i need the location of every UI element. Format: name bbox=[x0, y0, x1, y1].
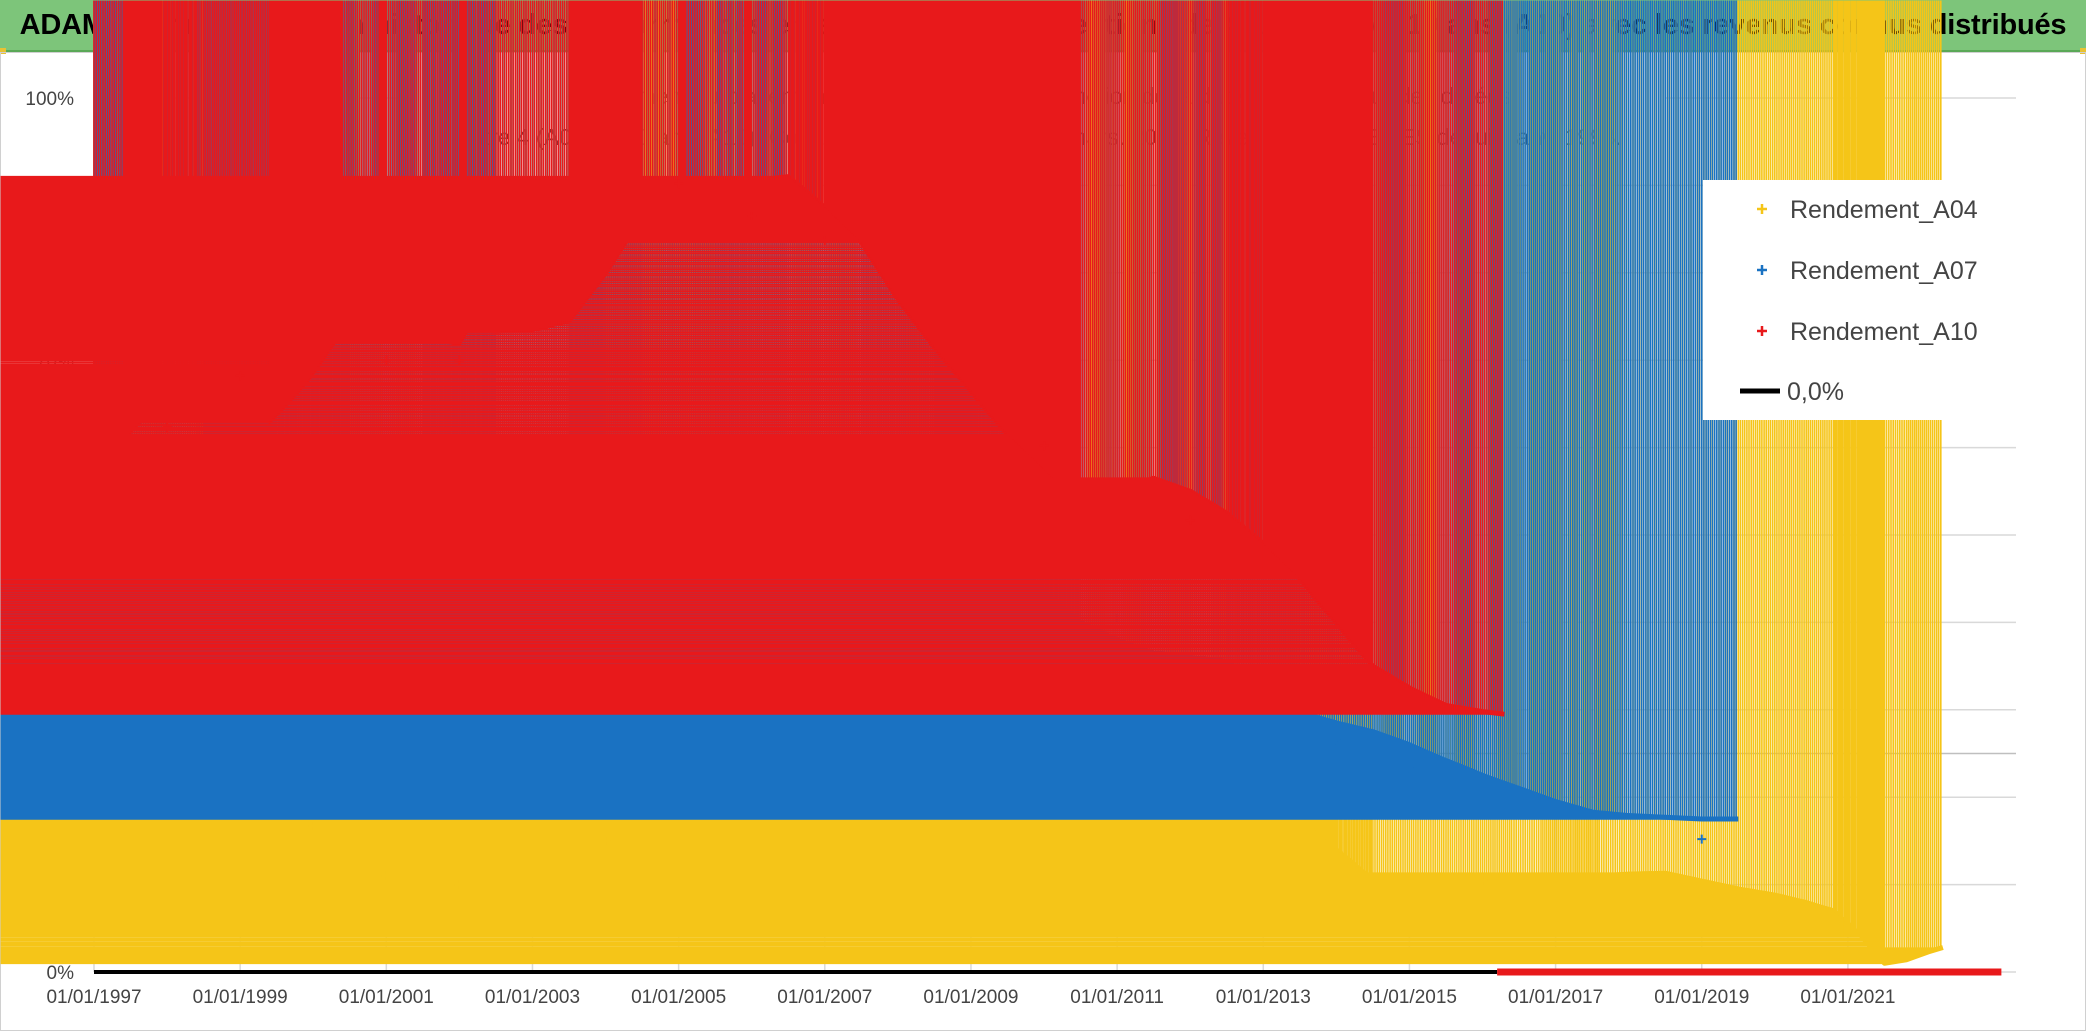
x-tick-label: 01/01/2019 bbox=[1654, 987, 1749, 1008]
x-tick-label: 01/01/2011 bbox=[1070, 987, 1164, 1008]
outlier-point bbox=[454, 880, 464, 890]
legend-marker bbox=[1757, 204, 1767, 214]
x-tick-label: 01/01/2001 bbox=[339, 987, 434, 1008]
outlier-point bbox=[235, 371, 245, 381]
legend-label: 0,0% bbox=[1787, 378, 1844, 406]
legend-label: Rendement_A04 bbox=[1790, 196, 1978, 224]
series-markers bbox=[0, 0, 1503, 715]
outlier-point bbox=[381, 871, 391, 881]
x-tick-labels: 01/01/1997 01/01/1999 01/01/2001 01/01/2003… bbox=[46, 987, 1895, 1008]
legend-background bbox=[1703, 180, 2019, 420]
outlier-point bbox=[162, 422, 172, 432]
outlier-point bbox=[454, 355, 464, 365]
legend-label: Rendement_A07 bbox=[1790, 257, 1978, 285]
x-tick-label: 01/01/2013 bbox=[1216, 987, 1311, 1008]
y-tick-label: 0% bbox=[47, 963, 75, 984]
legend-label: Rendement_A10 bbox=[1790, 318, 1978, 346]
series-layer bbox=[0, 0, 2002, 976]
outlier-point bbox=[747, 211, 757, 221]
legend: Rendement_A04 Rendement_A07 Rendement_A10 0… bbox=[1703, 180, 2019, 420]
x-tick-label: 01/01/2015 bbox=[1362, 987, 1457, 1008]
outlier-point bbox=[674, 179, 684, 189]
y-tick-label: 100% bbox=[25, 89, 74, 110]
legend-marker bbox=[1757, 265, 1767, 275]
header-corner-left bbox=[0, 48, 6, 54]
outlier-point bbox=[601, 836, 611, 846]
x-tick-label: 01/01/2021 bbox=[1800, 987, 1895, 1008]
series-Rendement_A10 bbox=[0, 0, 2002, 976]
x-tick-label: 01/01/2005 bbox=[631, 987, 726, 1008]
outlier-point bbox=[1697, 834, 1707, 844]
x-tick-label: 01/01/2017 bbox=[1508, 987, 1603, 1008]
outlier-point bbox=[1039, 441, 1049, 451]
outlier-point bbox=[381, 355, 391, 365]
x-tick-label: 01/01/2009 bbox=[923, 987, 1018, 1008]
legend-marker bbox=[1757, 326, 1767, 336]
outlier-point bbox=[1478, 875, 1488, 885]
x-tick-label: 01/01/2007 bbox=[777, 987, 872, 1008]
x-tick-label: 01/01/1999 bbox=[193, 987, 288, 1008]
outlier-point bbox=[820, 235, 830, 245]
outlier-point bbox=[1331, 735, 1341, 745]
outlier-point bbox=[1185, 515, 1195, 525]
outlier-point bbox=[308, 821, 318, 831]
outlier-point bbox=[527, 880, 537, 890]
outlier-point bbox=[1404, 899, 1414, 909]
x-tick-label: 01/01/1997 bbox=[46, 987, 141, 1008]
header-corner-right bbox=[2080, 48, 2086, 54]
x-tick-label: 01/01/2003 bbox=[485, 987, 580, 1008]
outlier-point bbox=[1404, 763, 1414, 773]
